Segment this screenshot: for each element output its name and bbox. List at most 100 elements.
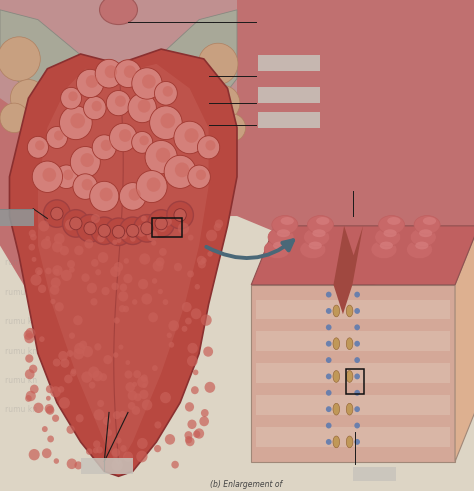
- Circle shape: [63, 210, 89, 237]
- Ellipse shape: [307, 216, 334, 234]
- Circle shape: [24, 330, 33, 340]
- Circle shape: [185, 402, 194, 411]
- Circle shape: [355, 308, 360, 314]
- Circle shape: [82, 346, 93, 357]
- Circle shape: [77, 215, 103, 242]
- Circle shape: [45, 236, 50, 241]
- Circle shape: [30, 274, 42, 286]
- Circle shape: [152, 278, 157, 284]
- Circle shape: [89, 382, 95, 389]
- Circle shape: [42, 448, 52, 458]
- Circle shape: [67, 459, 77, 469]
- Circle shape: [132, 68, 162, 99]
- Circle shape: [91, 214, 100, 223]
- Circle shape: [50, 386, 61, 397]
- Circle shape: [10, 80, 46, 117]
- Circle shape: [46, 385, 54, 393]
- Circle shape: [46, 127, 67, 148]
- Circle shape: [25, 369, 35, 379]
- Ellipse shape: [415, 242, 428, 249]
- Circle shape: [25, 355, 33, 363]
- Ellipse shape: [383, 229, 397, 237]
- Circle shape: [58, 386, 64, 393]
- Bar: [258, 55, 320, 71]
- Ellipse shape: [371, 240, 397, 259]
- Text: (b) Enlargement of: (b) Enlargement of: [210, 480, 283, 489]
- Circle shape: [44, 200, 70, 227]
- Circle shape: [159, 248, 167, 256]
- Circle shape: [182, 326, 187, 332]
- Circle shape: [119, 411, 126, 418]
- Polygon shape: [333, 226, 363, 314]
- Circle shape: [50, 299, 55, 304]
- Circle shape: [93, 409, 104, 420]
- Ellipse shape: [423, 217, 436, 225]
- Text: rumu kn: rumu kn: [5, 406, 37, 414]
- Circle shape: [120, 445, 127, 452]
- Circle shape: [119, 283, 127, 291]
- Ellipse shape: [414, 216, 440, 234]
- Circle shape: [197, 136, 220, 159]
- Circle shape: [184, 128, 199, 143]
- Polygon shape: [38, 64, 209, 466]
- Circle shape: [326, 406, 331, 412]
- Ellipse shape: [303, 228, 330, 246]
- Circle shape: [81, 371, 92, 383]
- Circle shape: [93, 448, 99, 454]
- Circle shape: [47, 436, 54, 442]
- Circle shape: [95, 59, 123, 88]
- Circle shape: [137, 376, 148, 388]
- Ellipse shape: [346, 305, 353, 317]
- Circle shape: [100, 188, 113, 201]
- Circle shape: [71, 369, 76, 374]
- Circle shape: [326, 357, 331, 363]
- Polygon shape: [455, 226, 474, 462]
- Circle shape: [96, 446, 103, 453]
- Circle shape: [169, 342, 174, 348]
- Circle shape: [113, 352, 118, 358]
- Circle shape: [73, 174, 98, 199]
- Circle shape: [64, 375, 73, 383]
- Circle shape: [214, 223, 221, 231]
- Text: rumu kn: rumu kn: [5, 258, 37, 267]
- Circle shape: [73, 315, 82, 325]
- Circle shape: [70, 370, 76, 377]
- Circle shape: [133, 370, 141, 378]
- Circle shape: [165, 434, 175, 445]
- Circle shape: [32, 257, 36, 262]
- Circle shape: [87, 283, 97, 294]
- Circle shape: [136, 225, 147, 237]
- Circle shape: [155, 82, 177, 105]
- Circle shape: [188, 235, 193, 241]
- Circle shape: [174, 263, 182, 271]
- Circle shape: [194, 428, 204, 438]
- Circle shape: [66, 425, 75, 434]
- Circle shape: [154, 445, 161, 452]
- Circle shape: [54, 269, 59, 274]
- Circle shape: [326, 423, 331, 429]
- Circle shape: [355, 406, 360, 412]
- Circle shape: [67, 260, 75, 269]
- Circle shape: [52, 414, 59, 422]
- Circle shape: [128, 188, 141, 201]
- Bar: [256, 395, 450, 415]
- Ellipse shape: [410, 228, 436, 246]
- Circle shape: [185, 436, 192, 443]
- Circle shape: [110, 266, 121, 277]
- Circle shape: [115, 60, 141, 87]
- Ellipse shape: [268, 228, 294, 246]
- Text: rumu kn: rumu kn: [5, 376, 37, 385]
- Ellipse shape: [300, 240, 326, 259]
- Circle shape: [111, 282, 119, 290]
- Circle shape: [150, 106, 182, 139]
- Circle shape: [97, 234, 105, 243]
- Circle shape: [184, 431, 192, 439]
- Bar: [256, 363, 450, 383]
- Circle shape: [95, 269, 101, 275]
- Circle shape: [187, 420, 197, 429]
- Circle shape: [27, 136, 48, 158]
- Circle shape: [355, 390, 360, 396]
- Circle shape: [193, 431, 201, 438]
- Circle shape: [114, 317, 120, 324]
- Circle shape: [74, 246, 83, 255]
